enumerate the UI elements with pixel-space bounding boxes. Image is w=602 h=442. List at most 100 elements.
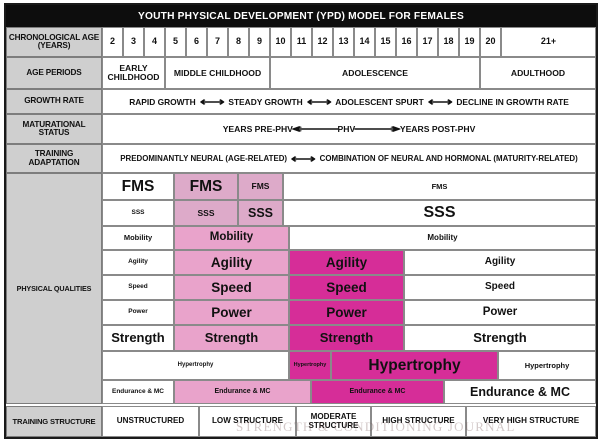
pq-cell-sss: SSS (174, 200, 238, 226)
pq-cell-label: SSS (131, 208, 145, 216)
pq-cell-speed: Speed (404, 275, 596, 300)
cell-text: TRAINING STRUCTURE (12, 416, 96, 426)
cell-text: UNSTRUCTURED (116, 416, 185, 426)
pq-cell-endurance-mc: Endurance & MC (444, 380, 596, 404)
cell-text: ADOLESCENCE (342, 67, 408, 78)
pq-cell-label: SSS (247, 205, 273, 220)
age-value: 12 (317, 36, 328, 47)
pq-cell-agility: Agility (404, 250, 596, 275)
age-value: 14 (359, 36, 370, 47)
pq-cell-label: Hypertrophy (293, 361, 327, 368)
row-label-growth-rate: GROWTH RATE (6, 89, 102, 114)
pq-cell-mobility: Mobility (289, 226, 596, 250)
age-value: 21+ (540, 36, 557, 47)
age-cell-18: 18 (438, 27, 459, 57)
pq-cell-label: Speed (484, 281, 515, 293)
age-cell-3: 3 (123, 27, 144, 57)
cell-text: MODERATE STRUCTURE (308, 412, 359, 430)
age-value: 2 (109, 36, 115, 47)
figure-frame: YOUTH PHYSICAL DEVELOPMENT (YPD) MODEL F… (4, 3, 598, 439)
row-label-chronological-age: CHRONOLOGICAL AGE (YEARS) (6, 27, 102, 57)
pq-cell-label: Mobility (427, 232, 458, 242)
cell-text: ADULTHOOD (510, 67, 566, 78)
age-period-adulthood: ADULTHOOD (480, 57, 596, 89)
age-cell-15: 15 (375, 27, 396, 57)
age-cell-10: 10 (270, 27, 291, 57)
cell-text: CHRONOLOGICAL AGE (YEARS) (8, 32, 100, 50)
pq-cell-speed: Speed (102, 275, 174, 300)
age-value: 17 (422, 36, 433, 47)
pq-cell-label: Speed (128, 283, 148, 291)
pq-cell-label: Endurance & MC (469, 384, 570, 399)
training-structure-low-structure: LOW STRUCTURE (199, 406, 296, 437)
pq-cell-label: SSS (423, 203, 456, 221)
age-value: 19 (464, 36, 475, 47)
pq-cell-label: Endurance & MC (349, 388, 406, 396)
pq-cell-label: Strength (111, 330, 165, 346)
arrow-right-icon: ⟶ (353, 122, 402, 135)
pq-cell-fms: FMS (102, 173, 174, 200)
age-value: 5 (172, 36, 178, 47)
pq-cell-label: Power (482, 305, 518, 318)
growth-stage-label: STEADY GROWTH (228, 96, 303, 107)
age-value: 11 (296, 36, 307, 47)
age-value: 15 (380, 36, 391, 47)
pq-cell-label: Speed (326, 279, 367, 295)
pq-cell-power: Power (289, 300, 404, 325)
cell-text: HIGH STRUCTURE (382, 416, 455, 426)
pq-cell-fms: FMS (238, 173, 283, 200)
pq-cell-endurance-mc: Endurance & MC (174, 380, 311, 404)
age-cell-8: 8 (228, 27, 249, 57)
pq-cell-agility: Agility (102, 250, 174, 275)
age-value: 7 (214, 36, 220, 47)
training-structure-moderate-structure: MODERATE STRUCTURE (296, 406, 371, 437)
cell-text: TRAINING ADAPTATION (28, 149, 80, 167)
row-label-maturational-status: MATURATIONAL STATUS (6, 114, 102, 144)
pq-cell-label: SSS (197, 207, 215, 218)
pq-cell-label: Mobility (209, 231, 254, 244)
age-cell-7: 7 (207, 27, 228, 57)
pq-cell-sss: SSS (102, 200, 174, 226)
age-cell-2: 2 (102, 27, 123, 57)
pq-cell-label: Strength (204, 330, 259, 346)
pq-cell-label: Agility (484, 256, 516, 268)
cell-text: EARLY CHILDHOOD (107, 63, 160, 82)
row-label-age-periods: AGE PERIODS (6, 57, 102, 89)
age-cell-14: 14 (354, 27, 375, 57)
training-adaptation-flow: PREDOMINANTLY NEURAL (AGE-RELATED) ⟷ COMBI… (102, 144, 596, 173)
arrow-left-icon: ⟵ (290, 122, 340, 135)
age-period-middle-childhood: MIDDLE CHILDHOOD (165, 57, 270, 89)
age-cell-17: 17 (417, 27, 438, 57)
age-value: 18 (443, 36, 454, 47)
model-grid: CHRONOLOGICAL AGE (YEARS) AGE PERIODS GROWT… (6, 5, 596, 437)
training-structure-unstructured: UNSTRUCTURED (102, 406, 199, 437)
pq-cell-power: Power (102, 300, 174, 325)
double-arrow-icon: ⟷ (306, 94, 332, 108)
pq-cell-label: Endurance & MC (214, 388, 271, 396)
pq-cell-label: Power (211, 304, 252, 320)
row-label-physical-qualities: PHYSICAL QUALITIES (6, 173, 102, 404)
figure-title: YOUTH PHYSICAL DEVELOPMENT (YPD) MODEL F… (6, 5, 596, 27)
age-cell-20: 20 (480, 27, 501, 57)
growth-rate-flow: RAPID GROWTH ⟷ STEADY GROWTH ⟷ ADOLESCENT SP… (102, 89, 596, 114)
pq-cell-hypertrophy: Hypertrophy (498, 351, 596, 380)
pq-cell-hypertrophy: Hypertrophy (331, 351, 498, 380)
pq-cell-label: FMS (189, 177, 223, 195)
pq-cell-label: Endurance & MC (111, 387, 164, 395)
row-label-training-adaptation: TRAINING ADAPTATION (6, 144, 102, 173)
pq-cell-label: Hypertrophy (177, 362, 214, 369)
pq-cell-label: Speed (211, 279, 252, 295)
pq-cell-label: FMS (251, 181, 270, 192)
pq-cell-label: Power (326, 304, 367, 320)
growth-stage-label: DECLINE IN GROWTH RATE (456, 96, 569, 107)
cell-text: MATURATIONAL STATUS (22, 119, 86, 137)
pq-cell-strength: Strength (404, 325, 596, 351)
cell-text: PHYSICAL QUALITIES (16, 283, 92, 293)
pq-cell-label: Hypertrophy (368, 356, 461, 374)
age-value: 20 (485, 36, 496, 47)
cell-text: AGE PERIODS (26, 67, 82, 77)
age-period-adolescence: ADOLESCENCE (270, 57, 480, 89)
age-cell-19: 19 (459, 27, 480, 57)
pq-cell-label: Hypertrophy (524, 360, 570, 370)
age-cell-16: 16 (396, 27, 417, 57)
